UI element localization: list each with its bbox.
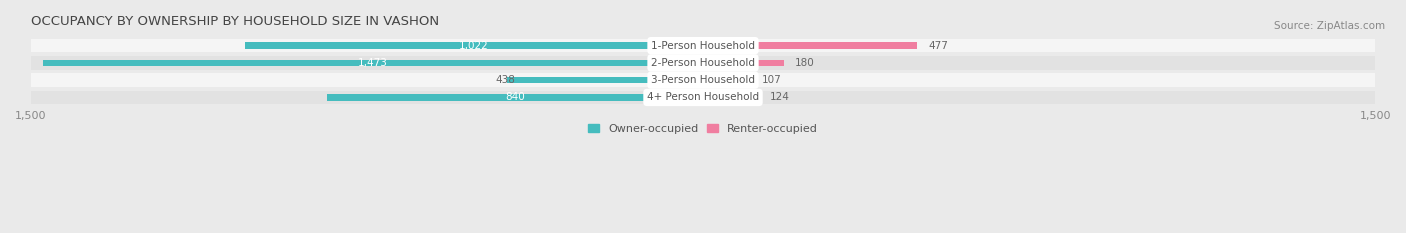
Text: 477: 477 — [928, 41, 948, 51]
Text: OCCUPANCY BY OWNERSHIP BY HOUSEHOLD SIZE IN VASHON: OCCUPANCY BY OWNERSHIP BY HOUSEHOLD SIZE… — [31, 15, 439, 28]
Text: 438: 438 — [496, 75, 516, 85]
Text: Source: ZipAtlas.com: Source: ZipAtlas.com — [1274, 21, 1385, 31]
Text: 180: 180 — [794, 58, 814, 68]
Bar — [245, 42, 703, 49]
Text: 107: 107 — [762, 75, 782, 85]
Bar — [703, 94, 759, 101]
Legend: Owner-occupied, Renter-occupied: Owner-occupied, Renter-occupied — [583, 119, 823, 138]
Text: 840: 840 — [505, 93, 524, 103]
Text: 1,022: 1,022 — [460, 41, 489, 51]
Bar — [31, 39, 1375, 52]
Bar — [31, 91, 1375, 104]
Text: 1-Person Household: 1-Person Household — [651, 41, 755, 51]
Bar — [506, 77, 703, 83]
Bar — [31, 73, 1375, 87]
Bar — [703, 60, 783, 66]
Bar — [703, 77, 751, 83]
Bar — [703, 42, 917, 49]
Text: 3-Person Household: 3-Person Household — [651, 75, 755, 85]
Text: 2-Person Household: 2-Person Household — [651, 58, 755, 68]
Text: 4+ Person Household: 4+ Person Household — [647, 93, 759, 103]
Text: 124: 124 — [769, 93, 790, 103]
Text: 1,473: 1,473 — [359, 58, 388, 68]
Bar — [42, 60, 703, 66]
Bar — [31, 56, 1375, 70]
Bar — [326, 94, 703, 101]
